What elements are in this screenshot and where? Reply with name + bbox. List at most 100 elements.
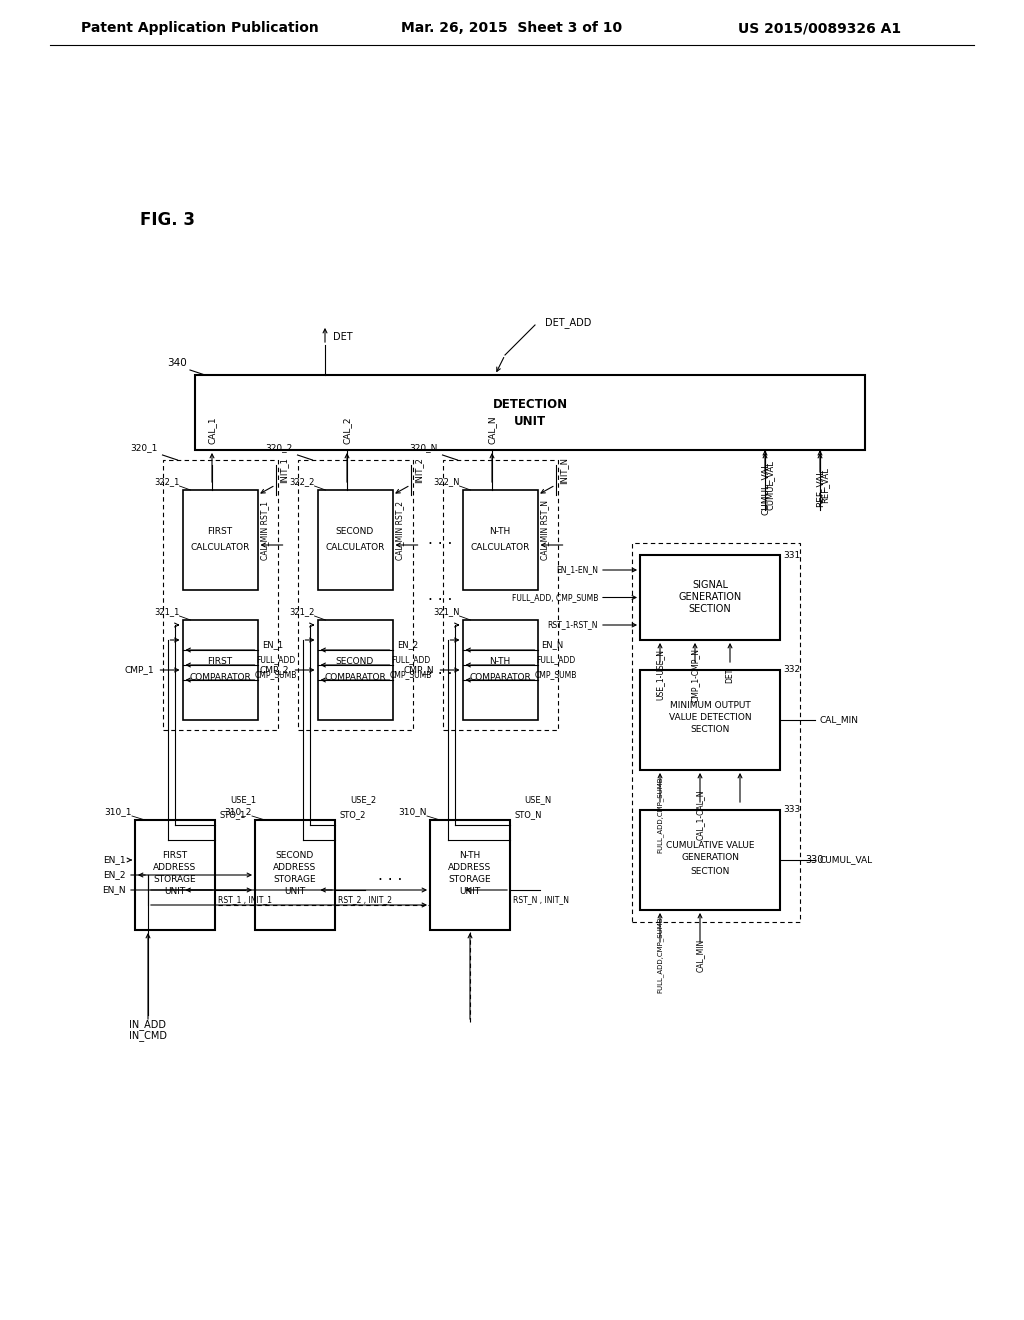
Text: SECOND: SECOND — [275, 850, 314, 859]
Bar — [317, 620, 392, 719]
Text: FULL_ADD: FULL_ADD — [536, 656, 575, 664]
Text: 322_N: 322_N — [433, 478, 460, 487]
Text: CMP_SUMB: CMP_SUMB — [254, 671, 297, 680]
Text: . . .: . . . — [428, 587, 453, 602]
Text: STO_2: STO_2 — [340, 810, 367, 820]
Bar — [317, 490, 392, 590]
Text: SECOND: SECOND — [336, 657, 374, 667]
Text: STO_1: STO_1 — [220, 810, 246, 820]
Text: SECTION: SECTION — [690, 866, 730, 875]
Text: UNIT: UNIT — [165, 887, 185, 895]
Text: 340: 340 — [167, 358, 186, 368]
Text: CAL_MIN: CAL_MIN — [820, 715, 859, 725]
Text: CUMUL_VAL: CUMUL_VAL — [766, 461, 774, 510]
Text: STORAGE: STORAGE — [273, 874, 316, 883]
Text: EN_1: EN_1 — [103, 855, 126, 865]
Text: CAL_MIN RST_N: CAL_MIN RST_N — [541, 500, 550, 560]
Text: ADDRESS: ADDRESS — [154, 862, 197, 871]
Text: EN_2: EN_2 — [103, 870, 126, 879]
Text: Mar. 26, 2015  Sheet 3 of 10: Mar. 26, 2015 Sheet 3 of 10 — [401, 21, 623, 36]
Text: VALUE DETECTION: VALUE DETECTION — [669, 713, 752, 722]
Text: FULL_ADD: FULL_ADD — [256, 656, 295, 664]
Text: 320_1: 320_1 — [130, 444, 158, 453]
Text: 320_2: 320_2 — [265, 444, 293, 453]
Text: FULL_ADD,CMP_SUMB: FULL_ADD,CMP_SUMB — [656, 776, 664, 853]
Text: EN_2: EN_2 — [397, 640, 418, 649]
Text: CAL_MIN RST_1: CAL_MIN RST_1 — [260, 500, 269, 560]
Bar — [195, 375, 865, 450]
Text: CAL_N: CAL_N — [487, 416, 497, 445]
Bar — [182, 620, 257, 719]
Text: 320_N: 320_N — [410, 444, 437, 453]
Text: CAL_MIN RST_2: CAL_MIN RST_2 — [395, 500, 404, 560]
Text: INIT_N: INIT_N — [559, 457, 568, 483]
Text: UNIT: UNIT — [514, 414, 546, 428]
Text: COMPARATOR: COMPARATOR — [325, 673, 386, 682]
Text: INIT_1: INIT_1 — [279, 457, 288, 483]
Text: CUMUL_VAL: CUMUL_VAL — [761, 462, 769, 515]
Text: CUMUL_VAL: CUMUL_VAL — [820, 855, 873, 865]
Text: MINIMUM OUTPUT: MINIMUM OUTPUT — [670, 701, 751, 710]
Text: EN_N: EN_N — [542, 640, 563, 649]
Text: CAL_2: CAL_2 — [342, 416, 351, 444]
Text: SECTION: SECTION — [690, 725, 730, 734]
Text: FULL_ADD, CMP_SUMB: FULL_ADD, CMP_SUMB — [512, 593, 598, 602]
Text: 331: 331 — [783, 550, 800, 560]
Text: CUMULATIVE VALUE: CUMULATIVE VALUE — [666, 841, 755, 850]
Text: CMP_1: CMP_1 — [125, 665, 155, 675]
Text: CMP_SUMB: CMP_SUMB — [535, 671, 577, 680]
Text: FIRST: FIRST — [208, 528, 232, 536]
Text: GENERATION: GENERATION — [681, 854, 739, 862]
Text: . . .: . . . — [428, 532, 453, 548]
Text: STORAGE: STORAGE — [449, 874, 492, 883]
Bar — [430, 820, 510, 931]
Text: REF_VAL: REF_VAL — [820, 467, 829, 503]
Text: DET: DET — [725, 668, 734, 682]
Text: 332: 332 — [783, 665, 800, 675]
Text: N-TH: N-TH — [489, 657, 511, 667]
Text: 330: 330 — [805, 855, 823, 865]
Text: . . .: . . . — [378, 867, 402, 883]
Text: CAL_1: CAL_1 — [208, 416, 216, 444]
Text: ADDRESS: ADDRESS — [449, 862, 492, 871]
Text: 322_2: 322_2 — [289, 478, 314, 487]
Text: N-TH: N-TH — [460, 850, 480, 859]
Text: 322_1: 322_1 — [155, 478, 179, 487]
Text: 310_2: 310_2 — [224, 808, 252, 817]
Text: USE_1-USE_N: USE_1-USE_N — [655, 649, 665, 701]
Bar — [640, 671, 780, 770]
Text: 321_1: 321_1 — [155, 607, 179, 616]
Text: RST_1-RST_N: RST_1-RST_N — [548, 620, 598, 630]
Text: SIGNAL: SIGNAL — [692, 581, 728, 590]
Text: CALCULATOR: CALCULATOR — [190, 544, 250, 553]
Text: RST_N , INIT_N: RST_N , INIT_N — [513, 895, 569, 904]
Text: CAL_1-CAL_N: CAL_1-CAL_N — [695, 789, 705, 841]
Bar — [298, 459, 413, 730]
Text: CMP_SUMB: CMP_SUMB — [389, 671, 432, 680]
Bar — [135, 820, 215, 931]
Bar — [632, 543, 800, 921]
Text: CALCULATOR: CALCULATOR — [326, 544, 385, 553]
Text: STORAGE: STORAGE — [154, 874, 197, 883]
Text: IN_ADD: IN_ADD — [129, 1019, 167, 1031]
Text: SECOND: SECOND — [336, 528, 374, 536]
Text: USE_2: USE_2 — [350, 796, 376, 804]
Text: FIRST: FIRST — [163, 850, 187, 859]
Bar — [163, 459, 278, 730]
Text: 310_N: 310_N — [398, 808, 427, 817]
Text: UNIT: UNIT — [460, 887, 480, 895]
Text: 333: 333 — [783, 805, 800, 814]
Bar — [463, 490, 538, 590]
Text: RST_2 , INIT_2: RST_2 , INIT_2 — [338, 895, 392, 904]
Bar — [255, 820, 335, 931]
Text: USE_N: USE_N — [524, 796, 552, 804]
Text: EN_1-EN_N: EN_1-EN_N — [556, 565, 598, 574]
Text: RST_1 , INIT_1: RST_1 , INIT_1 — [218, 895, 272, 904]
Text: REF_VAL: REF_VAL — [815, 469, 824, 507]
Text: COMPARATOR: COMPARATOR — [189, 673, 251, 682]
Text: SECTION: SECTION — [688, 605, 731, 615]
Bar — [182, 490, 257, 590]
Text: ADDRESS: ADDRESS — [273, 862, 316, 871]
Text: 321_N: 321_N — [433, 607, 460, 616]
Text: INIT_2: INIT_2 — [414, 457, 423, 483]
